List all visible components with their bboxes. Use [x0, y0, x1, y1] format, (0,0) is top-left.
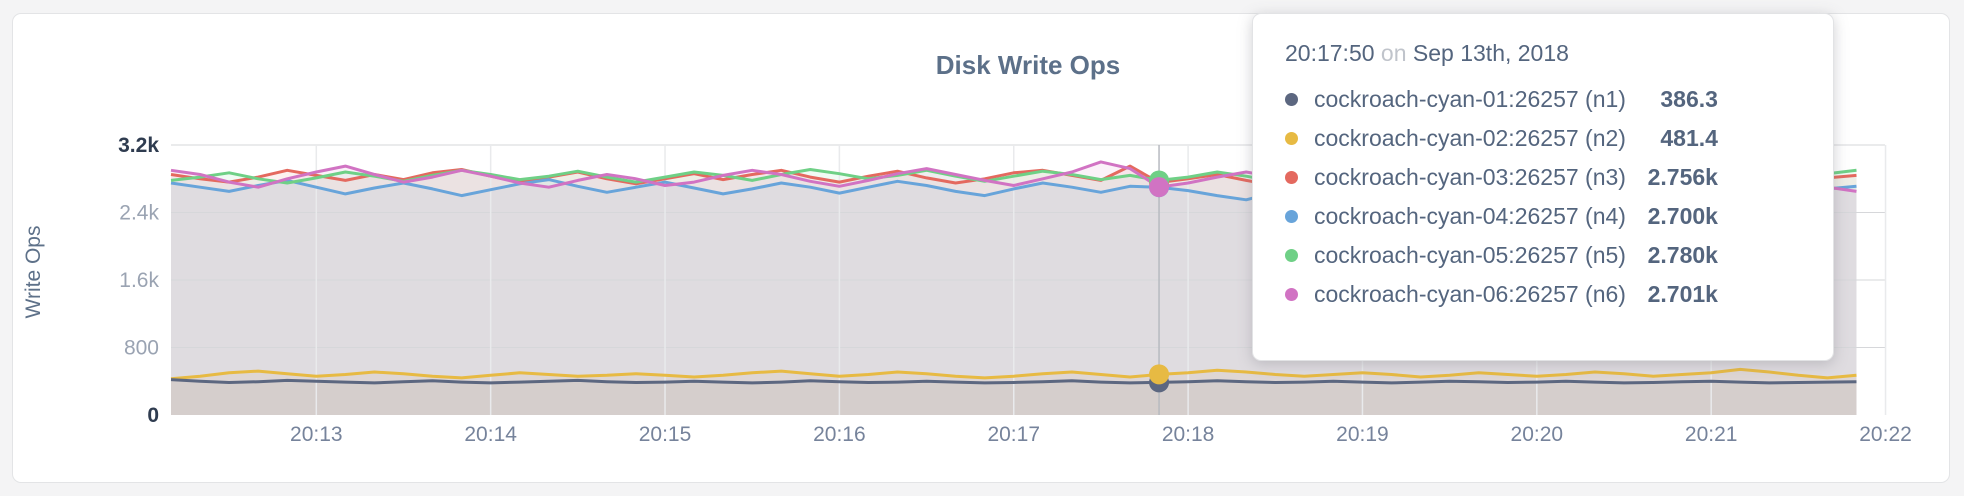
tooltip-series-row: cockroach-cyan-04:26257 (n4) 2.700k [1285, 202, 1833, 229]
series-color-dot-icon [1285, 209, 1298, 223]
x-tick-label: 20:17 [987, 423, 1040, 446]
x-tick-label: 20:22 [1859, 423, 1912, 446]
tooltip-date: Sep 13th, 2018 [1412, 40, 1569, 66]
x-tick-label: 20:18 [1162, 423, 1215, 446]
tooltip-time: 20:17:50 [1285, 40, 1375, 66]
series-line [170, 378, 1857, 385]
x-tick-label: 20:21 [1685, 423, 1738, 446]
tooltip-series-row: cockroach-cyan-02:26257 (n2) 481.4 [1285, 124, 1833, 151]
y-tick-label: 3.2k [118, 134, 159, 157]
tooltip-timestamp: 20:17:50 on Sep 13th, 2018 [1285, 40, 1833, 67]
chart-panel: Disk Write Ops Write Ops 0 800 1.6k 2.4k 3.2… [12, 13, 1950, 483]
series-name: cockroach-cyan-06:26257 (n6) [1314, 280, 1626, 307]
series-value: 2.756k [1647, 163, 1718, 190]
tooltip-series-row: cockroach-cyan-05:26257 (n5) 2.780k [1285, 241, 1833, 268]
series-value: 2.700k [1647, 202, 1718, 229]
x-tick-label: 20:19 [1336, 423, 1389, 446]
x-tick-label: 20:14 [464, 423, 517, 446]
series-color-dot-icon [1285, 170, 1298, 184]
hover-tooltip: 20:17:50 on Sep 13th, 2018 cockroach-cya… [1252, 13, 1834, 361]
series-name: cockroach-cyan-02:26257 (n2) [1314, 124, 1626, 151]
series-name: cockroach-cyan-04:26257 (n4) [1314, 202, 1626, 229]
series-value: 386.3 [1660, 85, 1718, 112]
hover-point [1149, 177, 1170, 198]
series-color-dot-icon [1285, 287, 1298, 301]
tooltip-series-list: cockroach-cyan-01:26257 (n1) 386.3 cockroa… [1285, 85, 1833, 307]
series-color-dot-icon [1285, 248, 1298, 262]
hover-point [1149, 364, 1170, 385]
tooltip-series-row: cockroach-cyan-06:26257 (n6) 2.701k [1285, 280, 1833, 307]
y-tick-label: 1.6k [119, 269, 159, 292]
x-tick-label: 20:13 [290, 423, 343, 446]
x-tick-label: 20:15 [639, 423, 692, 446]
tooltip-on-word: on [1380, 40, 1407, 66]
series-name: cockroach-cyan-03:26257 (n3) [1314, 163, 1626, 190]
series-name: cockroach-cyan-05:26257 (n5) [1314, 241, 1626, 268]
tooltip-series-row: cockroach-cyan-03:26257 (n3) 2.756k [1285, 163, 1833, 190]
series-name: cockroach-cyan-01:26257 (n1) [1314, 85, 1626, 112]
series-color-dot-icon [1285, 131, 1298, 145]
series-value: 2.701k [1647, 280, 1718, 307]
series-line [170, 367, 1857, 381]
chart-title: Disk Write Ops [935, 50, 1121, 80]
series-value: 2.780k [1647, 241, 1718, 268]
y-tick-label: 800 [124, 337, 159, 360]
tooltip-series-row: cockroach-cyan-01:26257 (n1) 386.3 [1285, 85, 1833, 112]
x-tick-label: 20:20 [1511, 423, 1564, 446]
series-value: 481.4 [1660, 124, 1718, 151]
y-tick-label: 0 [147, 404, 159, 427]
series-color-dot-icon [1285, 92, 1298, 106]
y-tick-label: 2.4k [119, 202, 159, 225]
x-tick-label: 20:16 [813, 423, 866, 446]
